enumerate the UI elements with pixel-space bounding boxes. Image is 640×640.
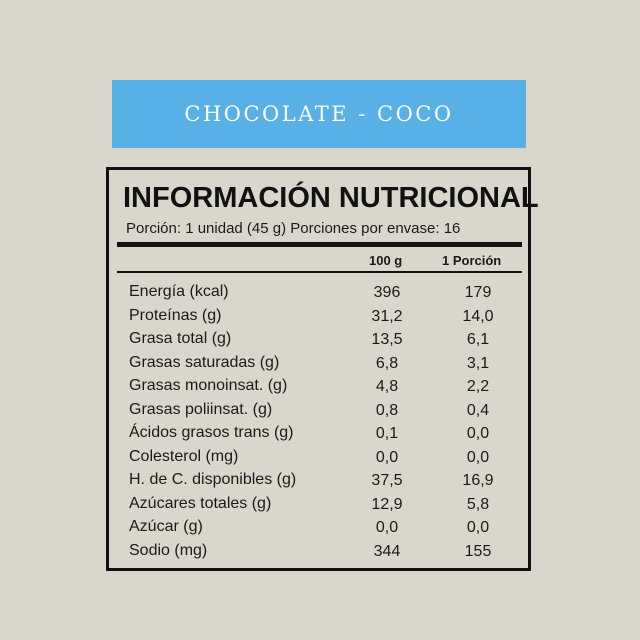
divider-thin xyxy=(117,271,522,273)
value-100g: 344 xyxy=(373,542,401,560)
column-header-100g: 100 g xyxy=(369,253,403,268)
table-row: Azúcares totales (g) 12,9 5,8 xyxy=(109,495,528,519)
nutrient-name: Ácidos grasos trans (g) xyxy=(129,424,294,441)
nutrient-rows: Energía (kcal) 396 179 Proteínas (g) 31,2 14,… xyxy=(109,283,528,565)
value-portion: 0,4 xyxy=(466,401,490,419)
value-100g: 37,5 xyxy=(371,472,403,489)
nutrient-name: Grasas monoinsat. (g) xyxy=(129,377,288,394)
value-portion: 2,2 xyxy=(466,378,490,395)
value-100g: 6,8 xyxy=(375,354,399,372)
divider-thick xyxy=(117,242,522,247)
value-100g: 4,8 xyxy=(375,378,399,395)
value-portion: 6,1 xyxy=(466,331,490,348)
value-portion: 0,0 xyxy=(466,425,490,442)
table-row: H. de C. disponibles (g) 37,5 16,9 xyxy=(109,471,528,495)
column-header-portion: 1 Porción xyxy=(442,253,502,268)
value-portion: 0,0 xyxy=(466,448,490,466)
value-100g: 0,1 xyxy=(375,425,399,442)
value-portion: 155 xyxy=(464,542,492,560)
table-row: Grasas poliinsat. (g) 0,8 0,4 xyxy=(109,401,528,425)
value-100g: 0,0 xyxy=(375,519,399,536)
table-row: Grasas saturadas (g) 6,8 3,1 xyxy=(109,354,528,378)
nutrient-name: Energía (kcal) xyxy=(129,283,229,300)
serving-info: Porción: 1 unidad (45 g) Porciones por e… xyxy=(126,220,461,237)
value-100g: 0,8 xyxy=(375,401,399,419)
nutrient-name: Grasas saturadas (g) xyxy=(129,353,280,371)
nutrient-name: Sodio (mg) xyxy=(129,541,208,559)
table-row: Colesterol (mg) 0,0 0,0 xyxy=(109,448,528,472)
table-row: Energía (kcal) 396 179 xyxy=(109,283,528,307)
nutrient-name: Azúcares totales (g) xyxy=(129,494,272,512)
value-100g: 0,0 xyxy=(375,448,399,466)
value-100g: 13,5 xyxy=(371,331,403,348)
value-portion: 5,8 xyxy=(466,495,490,513)
table-row: Sodio (mg) 344 155 xyxy=(109,542,528,566)
table-row: Azúcar (g) 0,0 0,0 xyxy=(109,518,528,542)
table-row: Proteínas (g) 31,2 14,0 xyxy=(109,307,528,331)
value-100g: 31,2 xyxy=(371,307,403,325)
nutrient-name: Grasa total (g) xyxy=(129,330,232,347)
nutrient-name: Azúcar (g) xyxy=(129,518,203,535)
value-portion: 16,9 xyxy=(462,472,494,489)
nutrient-name: Proteínas (g) xyxy=(129,306,222,324)
nutrition-title: INFORMACIÓN NUTRICIONAL xyxy=(123,182,539,214)
value-portion: 0,0 xyxy=(466,519,490,536)
value-portion: 179 xyxy=(464,284,492,301)
table-row: Grasa total (g) 13,5 6,1 xyxy=(109,330,528,354)
flavor-title: CHOCOLATE - COCO xyxy=(184,102,454,126)
nutrient-name: Colesterol (mg) xyxy=(129,447,239,465)
value-portion: 3,1 xyxy=(466,354,490,372)
value-100g: 396 xyxy=(373,284,401,301)
flavor-banner: CHOCOLATE - COCO xyxy=(112,80,526,148)
nutrition-facts-table: INFORMACIÓN NUTRICIONAL Porción: 1 unida… xyxy=(106,167,539,571)
nutrient-name: H. de C. disponibles (g) xyxy=(129,471,297,488)
nutrient-name: Grasas poliinsat. (g) xyxy=(129,400,273,418)
value-100g: 12,9 xyxy=(371,495,403,513)
value-portion: 14,0 xyxy=(462,307,494,325)
table-row: Ácidos grasos trans (g) 0,1 0,0 xyxy=(109,424,528,448)
table-row: Grasas monoinsat. (g) 4,8 2,2 xyxy=(109,377,528,401)
